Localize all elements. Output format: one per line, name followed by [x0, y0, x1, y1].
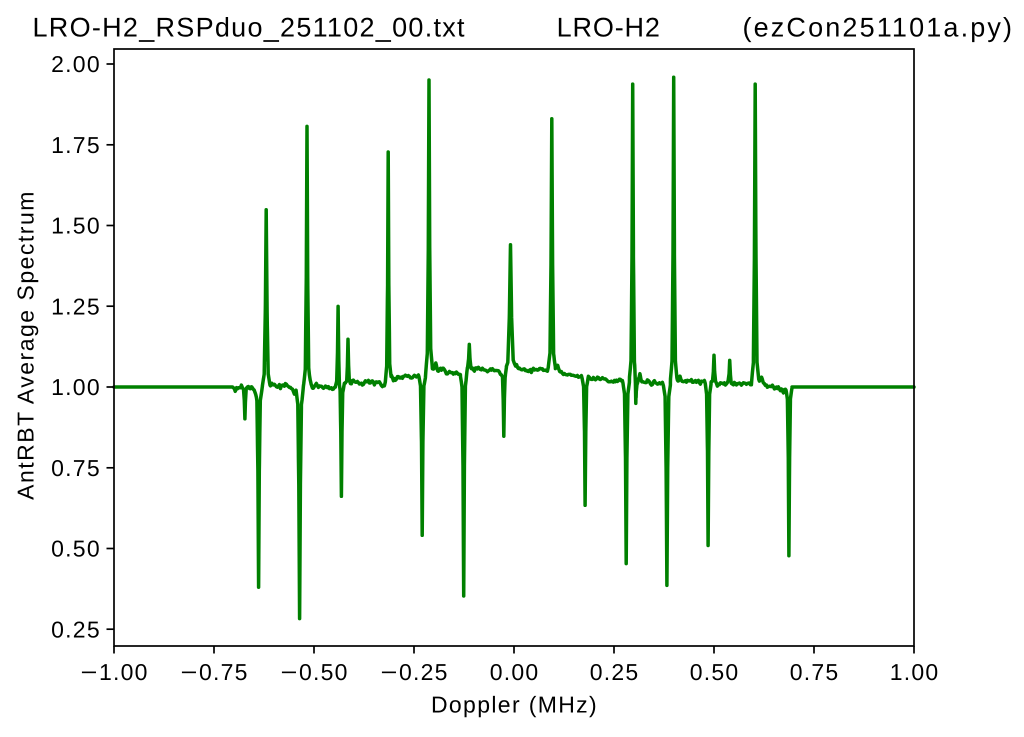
- svg-text:−0.25: −0.25: [380, 659, 448, 685]
- svg-text:Doppler (MHz): Doppler (MHz): [431, 692, 598, 718]
- svg-text:(ezCon251101a.py): (ezCon251101a.py): [742, 13, 1014, 43]
- svg-text:1.50: 1.50: [51, 213, 101, 239]
- svg-text:1.00: 1.00: [890, 659, 940, 685]
- svg-text:0.75: 0.75: [51, 455, 101, 481]
- svg-text:AntRBT Average Spectrum: AntRBT Average Spectrum: [12, 190, 38, 500]
- svg-text:1.00: 1.00: [51, 374, 101, 400]
- svg-text:0.25: 0.25: [590, 659, 640, 685]
- svg-text:0.50: 0.50: [690, 659, 740, 685]
- svg-text:−1.00: −1.00: [80, 659, 148, 685]
- svg-text:0.25: 0.25: [51, 616, 101, 642]
- svg-text:1.25: 1.25: [51, 293, 101, 319]
- svg-text:−0.50: −0.50: [280, 659, 348, 685]
- svg-text:LRO-H2: LRO-H2: [557, 13, 661, 43]
- svg-text:−0.75: −0.75: [180, 659, 248, 685]
- svg-text:LRO-H2_RSPduo_251102_00.txt: LRO-H2_RSPduo_251102_00.txt: [33, 13, 466, 43]
- svg-text:2.00: 2.00: [51, 51, 101, 77]
- svg-text:0.75: 0.75: [790, 659, 840, 685]
- svg-text:1.75: 1.75: [51, 132, 101, 158]
- svg-text:0.00: 0.00: [490, 659, 540, 685]
- svg-text:0.50: 0.50: [51, 536, 101, 562]
